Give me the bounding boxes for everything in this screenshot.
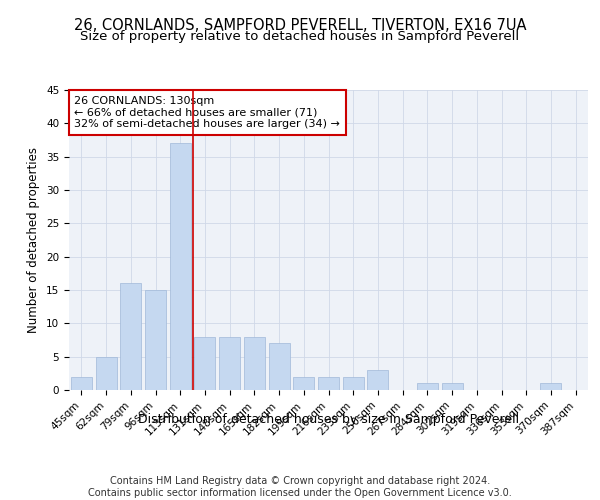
Bar xyxy=(145,290,166,390)
Bar xyxy=(269,344,290,390)
Text: Distribution of detached houses by size in Sampford Peverell: Distribution of detached houses by size … xyxy=(138,412,520,426)
Y-axis label: Number of detached properties: Number of detached properties xyxy=(28,147,40,333)
Bar xyxy=(194,336,215,390)
Bar xyxy=(293,376,314,390)
Bar xyxy=(219,336,240,390)
Bar xyxy=(71,376,92,390)
Bar xyxy=(367,370,388,390)
Bar xyxy=(417,384,438,390)
Bar xyxy=(244,336,265,390)
Text: 26, CORNLANDS, SAMPFORD PEVERELL, TIVERTON, EX16 7UA: 26, CORNLANDS, SAMPFORD PEVERELL, TIVERT… xyxy=(74,18,526,32)
Bar xyxy=(170,144,191,390)
Text: Size of property relative to detached houses in Sampford Peverell: Size of property relative to detached ho… xyxy=(80,30,520,43)
Bar xyxy=(442,384,463,390)
Text: Contains HM Land Registry data © Crown copyright and database right 2024.
Contai: Contains HM Land Registry data © Crown c… xyxy=(88,476,512,498)
Bar xyxy=(120,284,141,390)
Bar xyxy=(541,384,562,390)
Bar xyxy=(95,356,116,390)
Bar xyxy=(343,376,364,390)
Text: 26 CORNLANDS: 130sqm
← 66% of detached houses are smaller (71)
32% of semi-detac: 26 CORNLANDS: 130sqm ← 66% of detached h… xyxy=(74,96,340,129)
Bar xyxy=(318,376,339,390)
